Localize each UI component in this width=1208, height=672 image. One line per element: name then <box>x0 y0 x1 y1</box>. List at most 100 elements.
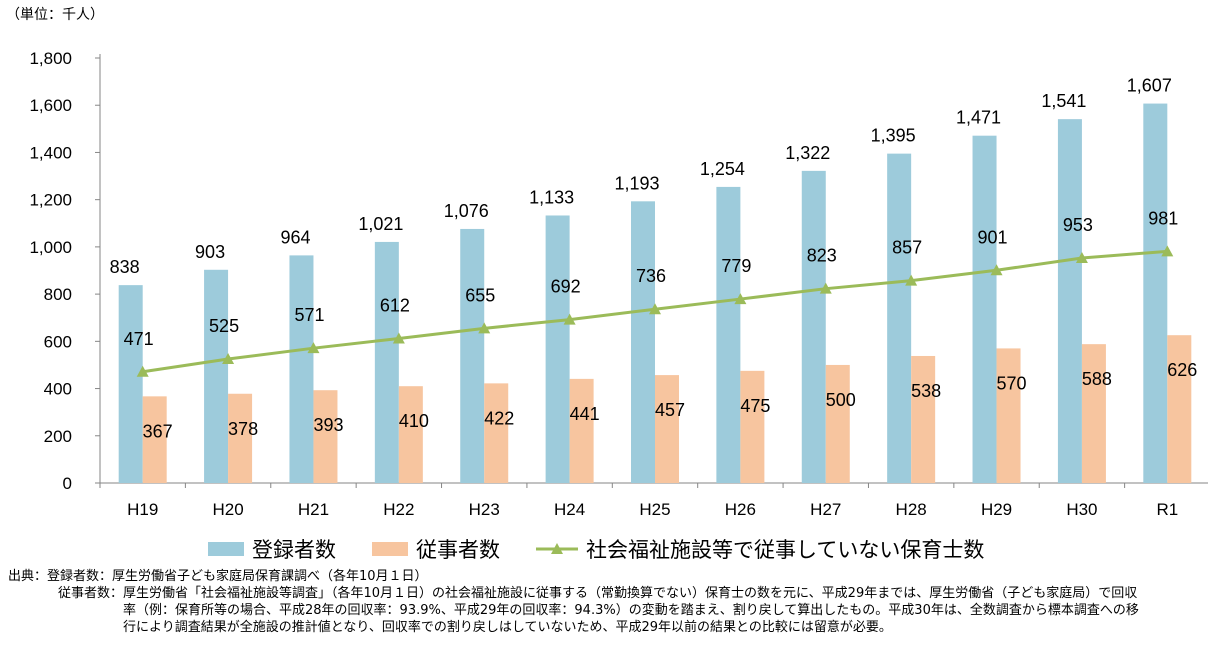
source-label: 出典：登録者数： <box>8 569 113 584</box>
data-label-not-employed: 981 <box>1148 208 1178 228</box>
y-tick-label: 1,600 <box>29 96 72 115</box>
data-label-not-employed: 779 <box>721 256 751 276</box>
bar-registered <box>972 135 997 484</box>
data-label-employed: 410 <box>399 411 429 431</box>
data-label-not-employed: 692 <box>551 277 581 297</box>
x-tick-label: H20 <box>212 500 243 519</box>
y-tick-label: 1,400 <box>29 143 72 162</box>
x-tick-label: H29 <box>981 500 1012 519</box>
data-label-not-employed: 571 <box>294 305 324 325</box>
marker-not-employed <box>307 342 320 354</box>
marker-not-employed <box>478 322 491 334</box>
source-row-registered: 出典：登録者数： 厚生労働省子ども家庭局保育課調べ（各年10月１日） <box>8 568 1143 585</box>
bar-employed <box>1167 335 1192 483</box>
marker-not-employed <box>649 303 661 315</box>
x-tick-label: H21 <box>298 500 329 519</box>
bar-registered <box>1143 103 1168 483</box>
data-label-not-employed: 736 <box>636 266 666 286</box>
data-label-registered: 1,133 <box>529 187 574 207</box>
source-text: 厚生労働省子ども家庭局保育課調べ（各年10月１日） <box>112 569 428 584</box>
data-label-not-employed: 953 <box>1063 215 1093 235</box>
legend-label-employed: 従事者数 <box>416 538 500 562</box>
data-label-registered: 1,193 <box>614 173 659 193</box>
x-tick-label: H30 <box>1066 500 1097 519</box>
y-tick-label: 400 <box>44 380 72 399</box>
x-tick-label: H24 <box>554 500 585 519</box>
x-tick-label: R1 <box>1156 500 1178 519</box>
bar-registered <box>716 186 741 483</box>
data-label-employed: 500 <box>826 390 856 410</box>
data-label-registered: 1,541 <box>1041 91 1086 111</box>
legend-swatch-registered <box>208 542 244 556</box>
data-label-employed: 378 <box>228 419 258 439</box>
legend-item-not-employed: 社会福祉施設等で従事していない保育士数 <box>536 534 984 564</box>
source-row-employed: 従事者数： 厚生労働省「社会福祉施設等調査」（各年10月１日）の社会福祉施設に従… <box>58 585 1143 636</box>
y-tick-label: 1,800 <box>29 49 72 68</box>
marker-not-employed <box>819 282 832 294</box>
data-label-registered: 838 <box>110 257 140 277</box>
legend-label-not-employed: 社会福祉施設等で従事していない保育士数 <box>586 538 985 562</box>
bar-employed <box>569 378 594 483</box>
bar-registered <box>631 201 655 483</box>
bar-registered <box>1057 119 1082 484</box>
bar-employed <box>740 370 765 483</box>
y-tick-label: 600 <box>44 332 72 351</box>
bar-registered <box>887 153 912 483</box>
marker-not-employed <box>1075 251 1088 263</box>
data-label-employed: 367 <box>143 421 173 441</box>
data-label-employed: 538 <box>911 381 941 401</box>
data-label-employed: 441 <box>570 404 600 424</box>
data-label-registered: 1,254 <box>700 159 745 179</box>
source-text: 厚生労働省「社会福祉施設等調査」（各年10月１日）の社会福祉施設に従事する（常勤… <box>123 586 1139 635</box>
x-tick-label: H25 <box>639 500 670 519</box>
data-label-not-employed: 471 <box>124 329 154 349</box>
data-label-registered: 1,021 <box>358 214 403 234</box>
data-label-registered: 1,395 <box>871 126 916 146</box>
bar-employed <box>655 375 679 483</box>
x-tick-label: H19 <box>127 500 158 519</box>
y-tick-label: 1,200 <box>29 191 72 210</box>
data-label-registered: 1,607 <box>1127 76 1172 96</box>
data-label-employed: 588 <box>1082 369 1112 389</box>
marker-not-employed <box>136 365 149 377</box>
bar-registered <box>118 285 143 483</box>
data-label-employed: 626 <box>1167 360 1197 380</box>
legend-swatch-not-employed <box>536 543 578 554</box>
chart: 0 200 400 600 800 1,000 1,200 1,400 1,600 1,800 H1… <box>29 49 1208 519</box>
legend-label-registered: 登録者数 <box>252 538 336 562</box>
bar-registered <box>204 269 229 483</box>
y-tick-label: 0 <box>63 474 72 493</box>
marker-not-employed <box>1161 245 1174 257</box>
legend-item-registered: 登録者数 <box>208 534 336 564</box>
data-label-employed: 393 <box>313 415 343 435</box>
data-label-not-employed: 857 <box>892 238 922 258</box>
x-tick-label: H22 <box>383 500 414 519</box>
data-label-registered: 1,322 <box>785 143 830 163</box>
x-tick-label: H27 <box>810 500 841 519</box>
legend: 登録者数 従事者数 社会福祉施設等で従事していない保育士数 <box>208 533 1020 565</box>
bar-employed <box>996 348 1021 483</box>
data-label-not-employed: 655 <box>465 285 495 305</box>
data-label-not-employed: 612 <box>380 296 410 316</box>
y-tick-label: 200 <box>44 427 72 446</box>
data-label-not-employed: 525 <box>209 316 239 336</box>
data-label-registered: 903 <box>195 242 225 262</box>
data-label-not-employed: 823 <box>807 246 837 266</box>
data-label-employed: 422 <box>484 408 514 428</box>
bar-employed <box>1081 344 1106 483</box>
bar-employed <box>911 355 936 483</box>
bar-registered <box>801 170 826 483</box>
data-label-employed: 570 <box>997 373 1027 393</box>
legend-item-employed: 従事者数 <box>372 534 500 564</box>
bar-employed <box>142 396 167 483</box>
bar-employed <box>398 386 423 483</box>
x-tick-label: H26 <box>725 500 756 519</box>
marker-not-employed <box>990 264 1003 276</box>
source-note: 出典：登録者数： 厚生労働省子ども家庭局保育課調べ（各年10月１日） 従事者数：… <box>8 568 1143 636</box>
marker-not-employed <box>222 353 235 365</box>
bar-employed <box>484 383 509 483</box>
y-tick-label: 800 <box>44 285 72 304</box>
bar-employed <box>228 393 253 483</box>
bar-employed <box>313 390 338 483</box>
marker-not-employed <box>905 274 918 286</box>
